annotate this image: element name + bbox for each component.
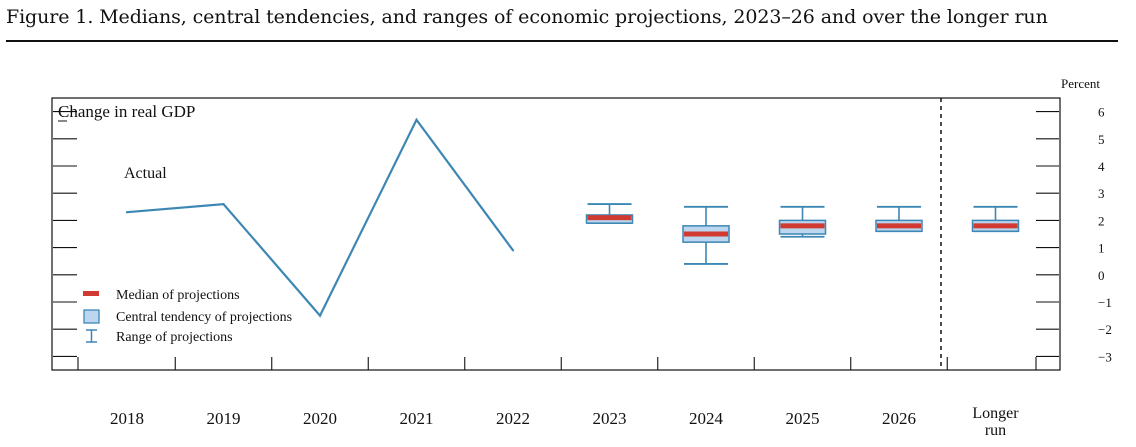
y-tick-label-4: 2: [1098, 213, 1105, 228]
x-tick-label-1: 2019: [207, 409, 241, 428]
actual-point-2021: [415, 118, 418, 121]
right-ticks: [1036, 111, 1059, 357]
y-tick-labels: 6 5 4 3 2 1 0 −1 −2 −3: [1098, 105, 1112, 365]
x-tick-label-6: 2024: [689, 409, 724, 428]
legend-median-label: Median of projections: [116, 288, 240, 303]
x-tick-label-9-0: Longer: [972, 405, 1019, 422]
x-tick-label-0: 2018: [110, 409, 144, 428]
figure-title: Figure 1. Medians, central tendencies, a…: [6, 6, 1048, 28]
x-tick-label-3: 2021: [400, 409, 434, 428]
x-tick-label-7: 2025: [786, 409, 820, 428]
median-bar: [684, 231, 728, 237]
projection-2024: [682, 205, 730, 265]
median-bar: [780, 223, 825, 229]
legend: Median of projections Central tendency o…: [83, 288, 292, 345]
median-bar: [877, 223, 921, 229]
x-tick-label-4: 2022: [496, 409, 530, 428]
y-axis-label: Percent: [1061, 76, 1100, 91]
x-tick-label-2: 2020: [303, 409, 337, 428]
y-tick-label-1: 5: [1098, 132, 1105, 147]
plot-frame: [51, 97, 1061, 371]
y-tick-label-9: −3: [1098, 349, 1112, 364]
legend-range-label: Range of projections: [116, 330, 233, 345]
y-tick-label-6: 0: [1098, 268, 1105, 283]
actual-point-2022: [511, 249, 515, 252]
projection-longer-run: [971, 205, 1020, 233]
median-bar: [587, 215, 632, 221]
projection-2023: [585, 203, 634, 225]
projection-boxes: [585, 203, 1020, 265]
legend-central-swatch: [83, 309, 100, 324]
projection-2026: [875, 205, 923, 233]
projection-2025: [778, 205, 827, 238]
x-tick-label-5: 2023: [593, 409, 627, 428]
x-ticks: [77, 357, 1037, 370]
chart-title: Change in real GDP: [58, 102, 195, 121]
y-tick-label-7: −1: [1098, 295, 1112, 310]
y-tick-label-5: 1: [1098, 241, 1105, 256]
y-tick-label-8: −2: [1098, 322, 1112, 337]
y-tick-label-0: 6: [1098, 105, 1105, 120]
x-tick-labels: 2018 2019 2020 2021 2022 2023 2024 2025 2026 Long…: [110, 405, 1019, 439]
legend-median-swatch: [83, 291, 99, 296]
actual-gdp-line: [126, 117, 514, 318]
x-tick-label-8: 2026: [882, 409, 916, 428]
median-bar: [973, 223, 1018, 229]
legend-range-swatch: [86, 329, 97, 343]
x-tick-label-9-1: run: [985, 422, 1006, 439]
actual-point-2018: [125, 211, 129, 214]
actual-series: [125, 117, 515, 318]
actual-point-2020: [318, 314, 322, 317]
left-ticks: [53, 111, 77, 357]
y-tick-label-3: 3: [1098, 186, 1105, 201]
actual-point-2019: [222, 202, 225, 206]
actual-label: Actual: [124, 165, 167, 182]
title-rule: [6, 40, 1118, 42]
y-tick-label-2: 4: [1098, 159, 1105, 174]
legend-central-label: Central tendency of projections: [116, 310, 292, 325]
